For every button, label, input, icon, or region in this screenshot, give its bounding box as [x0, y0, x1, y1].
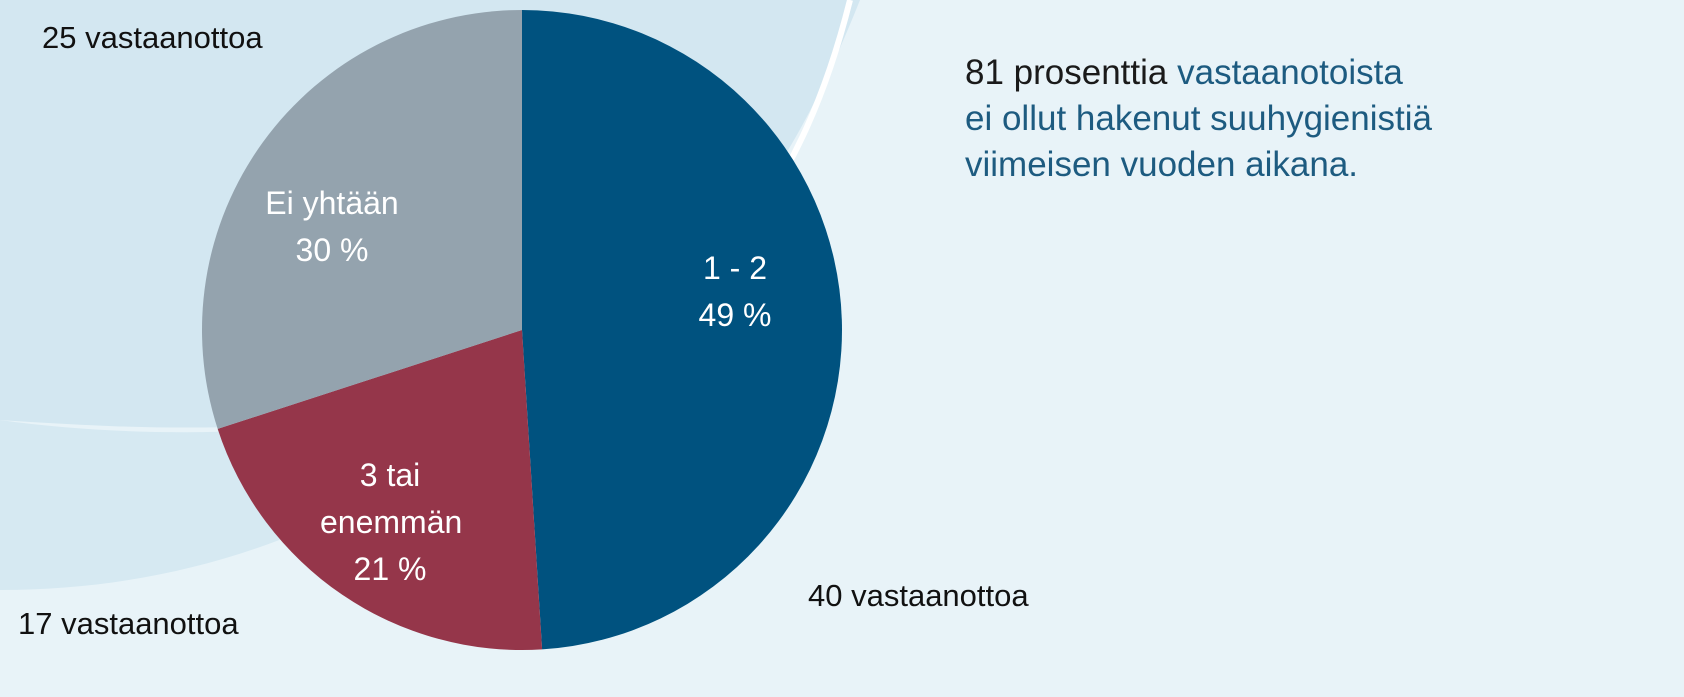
pie-slice [522, 10, 842, 650]
pie [201, 10, 842, 650]
annotation: 81 prosenttia vastaanotoista ei ollut ha… [965, 50, 1432, 188]
count-label: 17 vastaanottoa [18, 606, 239, 641]
slice-label: Ei yhtään 30 % [232, 180, 432, 274]
count-label: 40 vastaanottoa [808, 578, 1029, 613]
category-label: Ei yhtään [265, 185, 399, 221]
category-label: 1 - 2 [702, 250, 768, 286]
annotation-line: viimeisen vuoden aikana. [965, 145, 1359, 184]
value-label: 49 % [698, 297, 772, 333]
category-label: 3 tai enemmän [320, 457, 463, 540]
count-label: 25 vastaanottoa [42, 20, 263, 55]
annotation-text: vastaanotoista [1177, 53, 1403, 92]
slice-label: 1 - 2 49 % [635, 245, 835, 339]
pie-slice [201, 10, 522, 429]
slice-label: 3 tai enemmän 21 % [320, 452, 463, 593]
pie-slice [217, 330, 543, 650]
value-label: 21 % [353, 551, 427, 587]
value-label: 30 % [295, 232, 369, 268]
annotation-line: ei ollut hakenut suuhygienistiä [965, 99, 1432, 138]
annotation-line: 81 prosenttia vastaanotoista [965, 50, 1432, 96]
annotation-highlight: 81 prosenttia [965, 53, 1168, 92]
